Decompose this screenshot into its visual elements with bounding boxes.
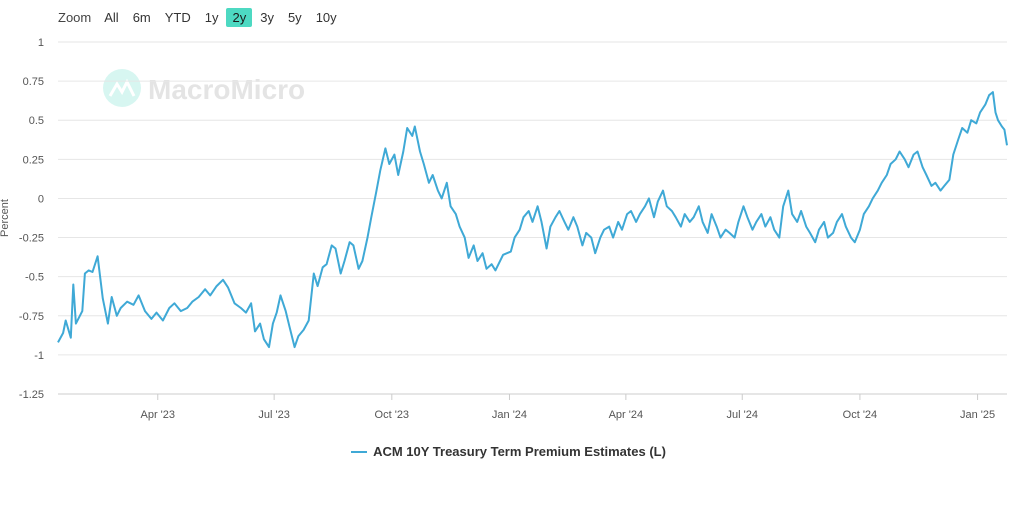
zoom-button-1y[interactable]: 1y [204, 9, 219, 25]
zoom-bar: Zoom All 6m YTD 1y 2y 3y 5y 10y [52, 6, 344, 28]
y-tick-label: 0.5 [29, 115, 44, 127]
zoom-button-3y[interactable]: 3y [260, 9, 274, 25]
watermark-text: MacroMicro [148, 74, 305, 105]
x-tick-label: Oct '24 [843, 409, 878, 421]
series-line [57, 91, 1008, 349]
watermark-logo-icon [103, 69, 141, 107]
y-tick-label: 0.75 [23, 76, 44, 88]
y-tick-label: -1.25 [19, 389, 44, 401]
legend-item[interactable]: ACM 10Y Treasury Term Premium Estimates … [351, 444, 666, 459]
zoom-label: Zoom [58, 9, 92, 25]
watermark: MacroMicro [103, 69, 305, 107]
zoom-button-6m[interactable]: 6m [132, 9, 151, 25]
y-tick-label: -0.25 [19, 233, 44, 245]
x-tick-label: Jul '23 [258, 409, 289, 421]
legend-swatch [351, 450, 368, 453]
grid-lines [58, 41, 1007, 395]
y-tick-label: 0 [38, 193, 44, 205]
x-tick-label: Oct '23 [375, 409, 410, 421]
y-tick-label: -1 [34, 350, 44, 362]
x-tick-label: Jan '25 [960, 409, 995, 421]
legend-label: ACM 10Y Treasury Term Premium Estimates … [373, 444, 666, 459]
x-tick-label: Apr '24 [609, 409, 644, 421]
y-axis-ticks: 1 0.75 0.5 0.25 0 -0.25 -0.5 -0.75 -1 -1.25 [19, 37, 44, 401]
y-tick-label: 0.25 [23, 154, 44, 166]
watermark-logo-mark-icon [108, 78, 136, 97]
zoom-button-all[interactable]: All [104, 9, 119, 25]
zoom-button-ytd[interactable]: YTD [164, 9, 191, 25]
x-axis-ticks: Apr '23 Jul '23 Oct '23 Jan '24 Apr '24 Jul '… [141, 394, 995, 421]
y-axis-label: Percent [0, 199, 11, 237]
x-tick-label: Apr '23 [141, 409, 176, 421]
zoom-button-5y[interactable]: 5y [287, 9, 302, 25]
zoom-button-10y[interactable]: 10y [315, 9, 337, 25]
y-tick-label: -0.75 [19, 311, 44, 323]
legend: ACM 10Y Treasury Term Premium Estimates … [0, 444, 1017, 459]
zoom-button-2y[interactable]: 2y [226, 7, 253, 27]
x-tick-label: Jul '24 [727, 409, 758, 421]
series-group [57, 91, 1008, 349]
x-tick-label: Jan '24 [492, 409, 527, 421]
y-tick-label: 1 [38, 37, 44, 49]
y-tick-label: -0.5 [25, 272, 44, 284]
